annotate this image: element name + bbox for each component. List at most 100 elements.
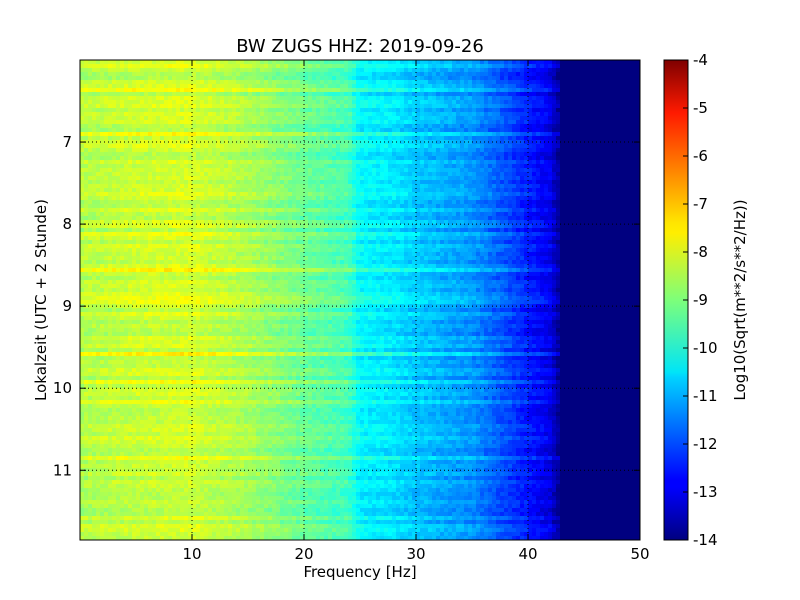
heatmap-cell [328, 116, 333, 121]
heatmap-cell [612, 164, 617, 169]
heatmap-cell [560, 192, 565, 197]
heatmap-cell [564, 84, 569, 89]
heatmap-cell [580, 120, 585, 125]
heatmap-cell [444, 144, 449, 149]
heatmap-cell [320, 64, 325, 69]
heatmap-cell [308, 144, 313, 149]
heatmap-cell [480, 172, 485, 177]
heatmap-cell [184, 100, 189, 105]
heatmap-cell [512, 80, 517, 85]
heatmap-cell [220, 60, 225, 65]
heatmap-cell [536, 92, 541, 97]
heatmap-cell [456, 148, 461, 153]
heatmap-cell [424, 156, 429, 161]
heatmap-cell [124, 104, 129, 109]
heatmap-cell [192, 172, 197, 177]
heatmap-cell [468, 180, 473, 185]
heatmap-cell [204, 112, 209, 117]
heatmap-cell [140, 148, 145, 153]
heatmap-cell [612, 128, 617, 133]
heatmap-cell [124, 96, 129, 101]
heatmap-cell [192, 120, 197, 125]
heatmap-cell [520, 136, 525, 141]
heatmap-cell [252, 64, 257, 69]
heatmap-cell [624, 76, 629, 81]
heatmap-cell [100, 96, 105, 101]
heatmap-cell [528, 68, 533, 73]
heatmap-cell [360, 104, 365, 109]
heatmap-cell [572, 180, 577, 185]
heatmap-cell [112, 196, 117, 201]
heatmap-cell [420, 116, 425, 121]
heatmap-cell [108, 120, 113, 125]
heatmap-cell [192, 96, 197, 101]
heatmap-cell [220, 160, 225, 165]
heatmap-cell [600, 84, 605, 89]
heatmap-cell [180, 128, 185, 133]
heatmap-cell [464, 76, 469, 81]
heatmap-cell [236, 100, 241, 105]
heatmap-cell [516, 132, 521, 137]
heatmap-cell [620, 104, 625, 109]
heatmap-cell [192, 156, 197, 161]
heatmap-cell [216, 84, 221, 89]
heatmap-cell [272, 140, 277, 145]
heatmap-cell [604, 116, 609, 121]
heatmap-cell [204, 168, 209, 173]
heatmap-cell [572, 104, 577, 109]
heatmap-cell [516, 176, 521, 181]
heatmap-cell [164, 144, 169, 149]
heatmap-cell [428, 128, 433, 133]
heatmap-cell [292, 68, 297, 73]
heatmap-cell [216, 192, 221, 197]
heatmap-cell [272, 72, 277, 77]
heatmap-cell [444, 88, 449, 93]
heatmap-cell [164, 164, 169, 169]
heatmap-cell [544, 108, 549, 113]
heatmap-cell [568, 124, 573, 129]
heatmap-cell [616, 60, 621, 65]
heatmap-cell [348, 100, 353, 105]
heatmap-cell [124, 200, 129, 205]
heatmap-cell [184, 148, 189, 153]
heatmap-cell [348, 128, 353, 133]
heatmap-cell [160, 144, 165, 149]
heatmap-cell [548, 156, 553, 161]
heatmap-cell [556, 176, 561, 181]
heatmap-cell [576, 152, 581, 157]
heatmap-cell [104, 140, 109, 145]
heatmap-cell [192, 152, 197, 157]
heatmap-cell [156, 92, 161, 97]
heatmap-cell [204, 116, 209, 121]
heatmap-cell [332, 140, 337, 145]
heatmap-cell [532, 176, 537, 181]
heatmap-cell [408, 176, 413, 181]
heatmap-cell [536, 164, 541, 169]
heatmap-cell [432, 128, 437, 133]
heatmap-cell [636, 196, 640, 201]
heatmap-cell [368, 92, 373, 97]
heatmap-cell [312, 120, 317, 125]
heatmap-cell [132, 88, 137, 93]
heatmap-cell [292, 180, 297, 185]
heatmap-cell [180, 120, 185, 125]
heatmap-cell [540, 132, 545, 137]
heatmap-cell [380, 120, 385, 125]
heatmap-cell [80, 64, 85, 69]
heatmap-cell [152, 104, 157, 109]
heatmap-cell [532, 188, 537, 193]
heatmap-cell [224, 128, 229, 133]
heatmap-cell [352, 140, 357, 145]
heatmap-cell [636, 156, 640, 161]
heatmap-cell [596, 132, 601, 137]
heatmap-cell [292, 160, 297, 165]
heatmap-cell [448, 140, 453, 145]
heatmap-cell [512, 116, 517, 121]
heatmap-cell [124, 128, 129, 133]
heatmap-cell [208, 84, 213, 89]
heatmap-cell [468, 172, 473, 177]
heatmap-cell [300, 124, 305, 129]
heatmap-cell [84, 168, 89, 173]
heatmap-cell [368, 108, 373, 113]
heatmap-cell [624, 128, 629, 133]
